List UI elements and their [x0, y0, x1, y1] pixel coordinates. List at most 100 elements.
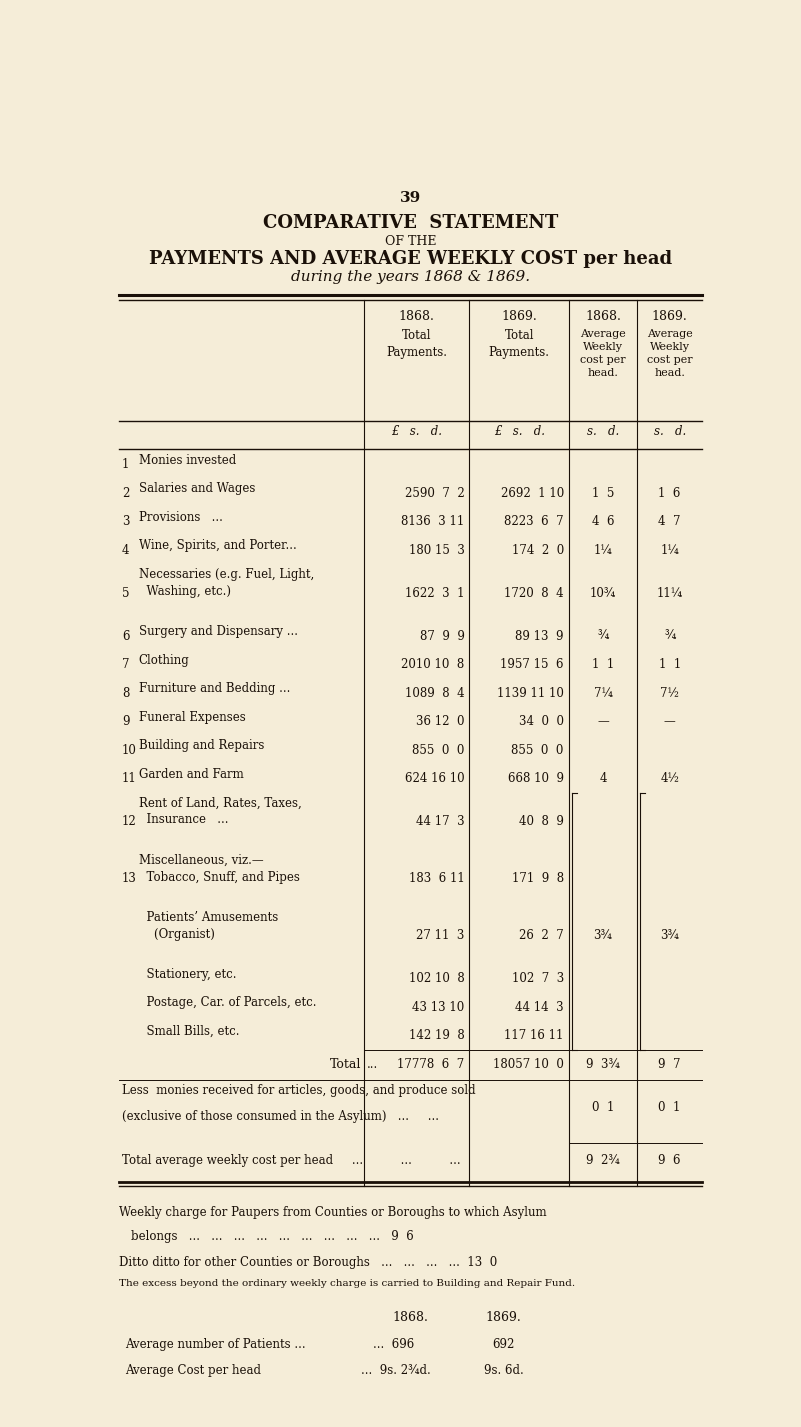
Text: 39: 39: [400, 191, 421, 205]
Text: 142 19  8: 142 19 8: [409, 1029, 465, 1043]
Text: belongs   ...   ...   ...   ...   ...   ...   ...   ...   ...   9  6: belongs ... ... ... ... ... ... ... ... …: [131, 1230, 414, 1243]
Text: Salaries and Wages: Salaries and Wages: [139, 482, 255, 495]
Text: 11: 11: [122, 772, 137, 785]
Text: Rent of Land, Rates, Taxes,
  Insurance   ...: Rent of Land, Rates, Taxes, Insurance ..…: [139, 796, 301, 826]
Text: Clothing: Clothing: [139, 654, 189, 666]
Text: ¾: ¾: [598, 629, 609, 642]
Text: COMPARATIVE  STATEMENT: COMPARATIVE STATEMENT: [263, 214, 558, 233]
Text: Funeral Expenses: Funeral Expenses: [139, 711, 245, 723]
Text: 5: 5: [122, 586, 129, 599]
Text: 0  1: 0 1: [658, 1102, 681, 1114]
Text: Furniture and Bedding ...: Furniture and Bedding ...: [139, 682, 290, 695]
Text: 668 10  9: 668 10 9: [508, 772, 564, 785]
Text: PAYMENTS AND AVERAGE WEEKLY COST per head: PAYMENTS AND AVERAGE WEEKLY COST per hea…: [149, 250, 672, 268]
Text: 624 16 10: 624 16 10: [405, 772, 465, 785]
Text: 174  2  0: 174 2 0: [512, 544, 564, 557]
Text: 27 11  3: 27 11 3: [417, 929, 465, 942]
Text: 11¼: 11¼: [657, 586, 682, 599]
Text: Provisions   ...: Provisions ...: [139, 511, 223, 524]
Text: 3¾: 3¾: [594, 929, 613, 942]
Text: 3¾: 3¾: [660, 929, 679, 942]
Text: Less  monies received for articles, goods, and produce sold: Less monies received for articles, goods…: [122, 1083, 476, 1096]
Text: 7¼: 7¼: [594, 686, 613, 699]
Text: 13: 13: [122, 872, 137, 885]
Text: 102  7  3: 102 7 3: [512, 972, 564, 986]
Text: Necessaries (e.g. Fuel, Light,
  Washing, etc.): Necessaries (e.g. Fuel, Light, Washing, …: [139, 568, 314, 598]
Text: £   s.   d.: £ s. d.: [493, 425, 545, 438]
Text: 1139 11 10: 1139 11 10: [497, 686, 564, 699]
Text: (exclusive of those consumed in the Asylum)   ...     ...: (exclusive of those consumed in the Asyl…: [122, 1110, 439, 1123]
Text: 8223  6  7: 8223 6 7: [504, 515, 564, 528]
Text: Total average weekly cost per head     ...          ...          ...: Total average weekly cost per head ... .…: [122, 1154, 461, 1167]
Text: Miscellaneous, viz.—
  Tobacco, Snuff, and Pipes: Miscellaneous, viz.— Tobacco, Snuff, and…: [139, 853, 300, 883]
Text: 1  1: 1 1: [658, 658, 681, 671]
Text: Total
Payments.: Total Payments.: [386, 330, 447, 360]
Text: 9s. 6d.: 9s. 6d.: [484, 1364, 524, 1377]
Text: 7: 7: [122, 658, 129, 671]
Text: Building and Repairs: Building and Repairs: [139, 739, 264, 752]
Text: 1089  8  4: 1089 8 4: [405, 686, 465, 699]
Text: 692: 692: [493, 1337, 515, 1351]
Text: 1869.: 1869.: [485, 1311, 521, 1324]
Text: 1: 1: [122, 458, 129, 471]
Text: 1720  8  4: 1720 8 4: [504, 586, 564, 599]
Text: 44 14  3: 44 14 3: [515, 1000, 564, 1015]
Text: 2590  7  2: 2590 7 2: [405, 487, 465, 499]
Text: during the years 1868 & 1869.: during the years 1868 & 1869.: [291, 270, 530, 284]
Text: 1622  3  1: 1622 3 1: [405, 586, 465, 599]
Text: 2692  1 10: 2692 1 10: [501, 487, 564, 499]
Text: 40  8  9: 40 8 9: [519, 815, 564, 828]
Text: 183  6 11: 183 6 11: [409, 872, 465, 885]
Text: Total
Payments.: Total Payments.: [489, 330, 549, 360]
Text: 1869.: 1869.: [501, 310, 537, 323]
Text: Monies invested: Monies invested: [139, 454, 235, 467]
Text: Average Cost per head: Average Cost per head: [125, 1364, 261, 1377]
Text: 34  0  0: 34 0 0: [519, 715, 564, 728]
Text: 4  7: 4 7: [658, 515, 681, 528]
Text: Small Bills, etc.: Small Bills, etc.: [139, 1025, 239, 1037]
Text: 1957 15  6: 1957 15 6: [501, 658, 564, 671]
Text: 2010 10  8: 2010 10 8: [401, 658, 465, 671]
Text: 44 17  3: 44 17 3: [416, 815, 465, 828]
Text: 1  1: 1 1: [592, 658, 614, 671]
Text: 1868.: 1868.: [585, 310, 621, 323]
Text: OF THE: OF THE: [384, 235, 437, 248]
Text: 6: 6: [122, 629, 129, 642]
Text: 2: 2: [122, 487, 129, 499]
Text: 9  3¾: 9 3¾: [586, 1057, 620, 1072]
Text: 43 13 10: 43 13 10: [413, 1000, 465, 1015]
Text: 8: 8: [122, 686, 129, 699]
Text: s.   d.: s. d.: [587, 425, 619, 438]
Text: 1¼: 1¼: [594, 544, 612, 557]
Text: 180 15  3: 180 15 3: [409, 544, 465, 557]
Text: 10: 10: [122, 743, 137, 756]
Text: Garden and Farm: Garden and Farm: [139, 768, 244, 781]
Text: 1  5: 1 5: [592, 487, 614, 499]
Text: Postage, Car. of Parcels, etc.: Postage, Car. of Parcels, etc.: [139, 996, 316, 1009]
Text: 9  7: 9 7: [658, 1057, 681, 1072]
Text: 9: 9: [122, 715, 129, 728]
Text: ...  9s. 2¾d.: ... 9s. 2¾d.: [360, 1364, 431, 1377]
Text: Average
Weekly
cost per
head.: Average Weekly cost per head.: [580, 330, 626, 378]
Text: 89 13  9: 89 13 9: [515, 629, 564, 642]
Text: 0  1: 0 1: [592, 1102, 614, 1114]
Text: Ditto ditto for other Counties or Boroughs   ...   ...   ...   ...  13  0: Ditto ditto for other Counties or Boroug…: [119, 1256, 497, 1270]
Text: 12: 12: [122, 815, 137, 828]
Text: 10¾: 10¾: [590, 586, 616, 599]
Text: 1868.: 1868.: [399, 310, 435, 323]
Text: Total: Total: [329, 1057, 360, 1072]
Text: Average
Weekly
cost per
head.: Average Weekly cost per head.: [647, 330, 693, 378]
Text: 4: 4: [599, 772, 606, 785]
Text: ...  696: ... 696: [373, 1337, 414, 1351]
Text: Stationery, etc.: Stationery, etc.: [139, 968, 236, 980]
Text: 1868.: 1868.: [392, 1311, 429, 1324]
Text: 26  2  7: 26 2 7: [519, 929, 564, 942]
Text: 36 12  0: 36 12 0: [416, 715, 465, 728]
Text: 4  6: 4 6: [592, 515, 614, 528]
Text: Surgery and Dispensary ...: Surgery and Dispensary ...: [139, 625, 298, 638]
Text: 1  6: 1 6: [658, 487, 681, 499]
Text: s.   d.: s. d.: [654, 425, 686, 438]
Text: 17778  6  7: 17778 6 7: [397, 1057, 465, 1072]
Text: 18057 10  0: 18057 10 0: [493, 1057, 564, 1072]
Text: Wine, Spirits, and Porter...: Wine, Spirits, and Porter...: [139, 539, 296, 552]
